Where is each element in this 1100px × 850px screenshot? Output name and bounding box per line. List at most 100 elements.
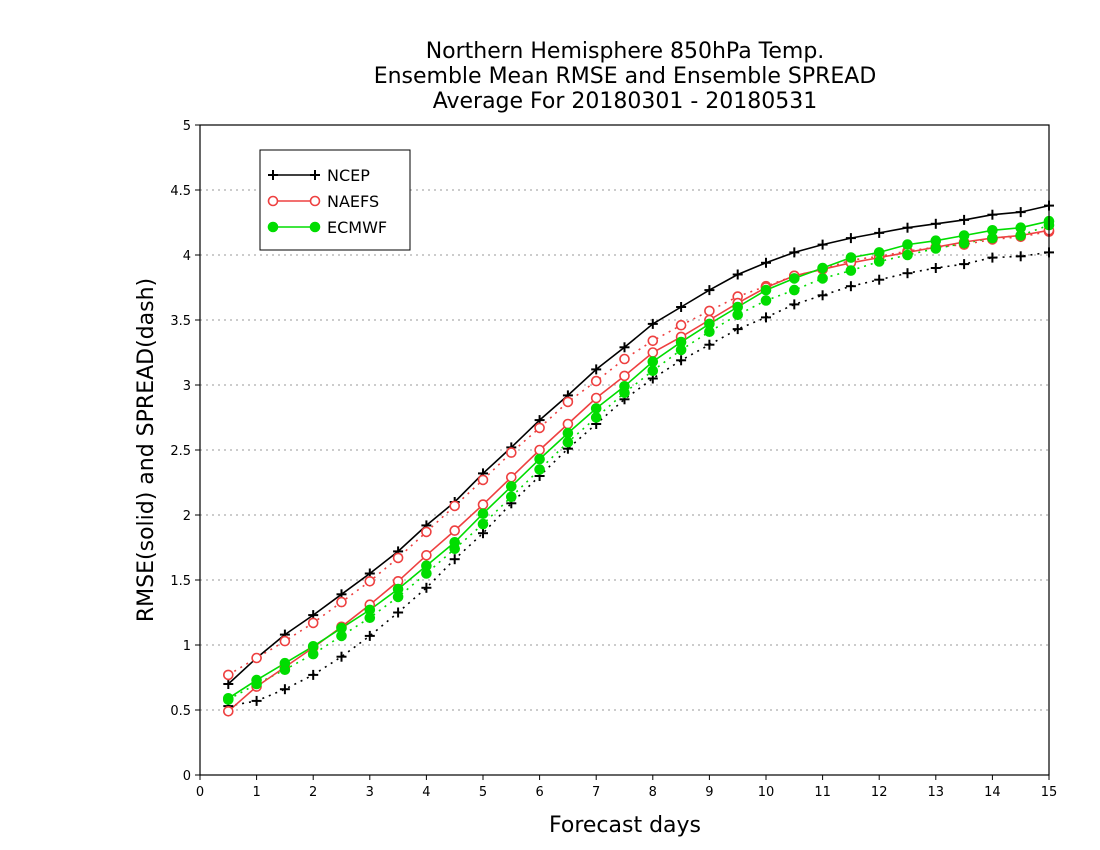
ecmwf-rmse-point (251, 674, 262, 686)
ecmwf-rmse-point (619, 381, 630, 392)
ncep-rmse-point (732, 269, 743, 280)
ncep-rmse-point (704, 285, 715, 296)
ecmwf-rmse-point (789, 273, 800, 284)
ncep-spread-point (478, 528, 488, 539)
ecmwf-rmse-point (732, 301, 744, 313)
legend-item-naefs: NAEFS (267, 192, 379, 211)
legend: NCEP NAEFS ECMWF (259, 149, 411, 251)
ncep-rmse-point (619, 342, 630, 353)
y-tick-label: 3.5 (170, 314, 191, 329)
ncep-rmse-point (817, 239, 828, 250)
y-tick-label: 0 (183, 769, 191, 784)
x-tick-label: 6 (535, 785, 543, 800)
ecmwf-rmse-point (1015, 222, 1027, 233)
x-tick-label: 0 (196, 785, 204, 800)
naefs-spread-point (279, 635, 291, 647)
legend-item-ecmwf: ECMWF (267, 218, 387, 237)
ncep-spread-point (676, 355, 687, 366)
naefs-spread-line (227, 230, 1050, 676)
ecmwf-spread-line (227, 224, 1050, 701)
ncep-spread-point (308, 669, 319, 680)
ecmwf-rmse-point (364, 604, 376, 616)
ncep-spread-point (251, 695, 262, 706)
ecmwf-spread-point (647, 365, 659, 377)
naefs-spread-point (704, 305, 715, 317)
legend-label: NCEP (327, 166, 370, 185)
ecmwf-rmse-point (562, 427, 574, 439)
legend-marker (310, 170, 320, 180)
naefs-spread-point (647, 335, 659, 347)
ncep-rmse-point (591, 364, 602, 375)
x-tick-label: 7 (592, 785, 600, 800)
naefs-spread-point (336, 596, 347, 608)
x-tick-label: 11 (814, 785, 831, 800)
x-axis-title: Forecast days (549, 813, 701, 838)
y-tick-label: 0.5 (170, 704, 191, 719)
ncep-spread-point (845, 281, 856, 292)
ncep-spread-point (364, 630, 375, 641)
x-tick-label: 14 (984, 785, 1001, 800)
ecmwf-spread-point (817, 273, 828, 284)
ncep-spread-point (336, 651, 347, 662)
naefs-rmse-point (505, 471, 517, 483)
ncep-spread-point (789, 299, 800, 310)
ncep-rmse-point (902, 222, 913, 233)
naefs-rmse-point (421, 549, 432, 561)
ncep-rmse-point (987, 209, 998, 220)
y-tick-label: 5 (183, 119, 191, 134)
ecmwf-spread-point (902, 249, 913, 261)
legend-box (259, 149, 411, 251)
ecmwf-rmse-point (307, 641, 319, 652)
ncep-spread-point (902, 268, 913, 279)
ecmwf-rmse-point (449, 537, 461, 548)
ecmwf-spread-point (506, 491, 517, 503)
ecmwf-rmse-point (987, 225, 998, 236)
ecmwf-spread-point (789, 284, 800, 296)
naefs-spread-point (449, 500, 461, 512)
y-tick-label: 2.5 (170, 444, 191, 459)
ecmwf-rmse-point (223, 693, 234, 704)
x-axis: 0 1 2 3 4 5 6 7 8 9 10 11 12 13 14 15 (196, 775, 1057, 800)
naefs-spread-point (477, 474, 489, 486)
legend-label: NAEFS (327, 192, 379, 211)
legend-marker (267, 221, 279, 233)
ncep-spread-point (1015, 251, 1026, 262)
ecmwf-rmse-point (534, 453, 545, 465)
ncep-spread-point (987, 252, 998, 263)
ncep-spread-point (279, 684, 290, 695)
ecmwf-rmse-point (392, 583, 404, 595)
legend-label: ECMWF (327, 218, 387, 237)
ecmwf-spread-point (534, 464, 545, 475)
title-line-2: Ensemble Mean RMSE and Ensemble SPREAD (374, 64, 877, 89)
naefs-spread-point (562, 396, 574, 408)
title-line-3: Average For 20180301 - 20180531 (433, 89, 818, 114)
ncep-spread-point (817, 290, 828, 301)
ecmwf-rmse-point (873, 247, 885, 258)
naefs-rmse-point (562, 418, 574, 430)
ecmwf-rmse-point (958, 230, 970, 241)
ncep-spread-point (761, 312, 771, 323)
ecmwf-rmse-point (590, 403, 602, 414)
x-tick-label: 13 (928, 785, 945, 800)
ncep-spread-point (959, 259, 970, 270)
naefs-rmse-point (534, 444, 545, 456)
naefs-spread-point (392, 552, 404, 564)
ecmwf-rmse-point (647, 356, 659, 367)
ecmwf-rmse-point (421, 560, 432, 572)
ecmwf-rmse-point (336, 622, 347, 634)
ecmwf-spread-point (845, 265, 857, 276)
y-axis: 0 0.5 1 1.5 2 2.5 3 3.5 4 4.5 5 (170, 119, 200, 784)
ncep-spread-point (732, 324, 743, 335)
ecmwf-rmse-point (930, 235, 942, 246)
x-tick-label: 12 (871, 785, 888, 800)
naefs-rmse-point (223, 705, 234, 717)
y-tick-label: 2 (183, 509, 191, 524)
naefs-spread-point (364, 575, 376, 587)
ecmwf-rmse-point (817, 262, 828, 274)
ecmwf-rmse-point (675, 336, 687, 348)
ncep-rmse-point (676, 302, 687, 312)
title-line-1: Northern Hemisphere 850hPa Temp. (426, 39, 825, 64)
naefs-spread-point (534, 422, 545, 434)
ecmwf-rmse-point (279, 657, 291, 669)
x-tick-label: 3 (366, 785, 374, 800)
